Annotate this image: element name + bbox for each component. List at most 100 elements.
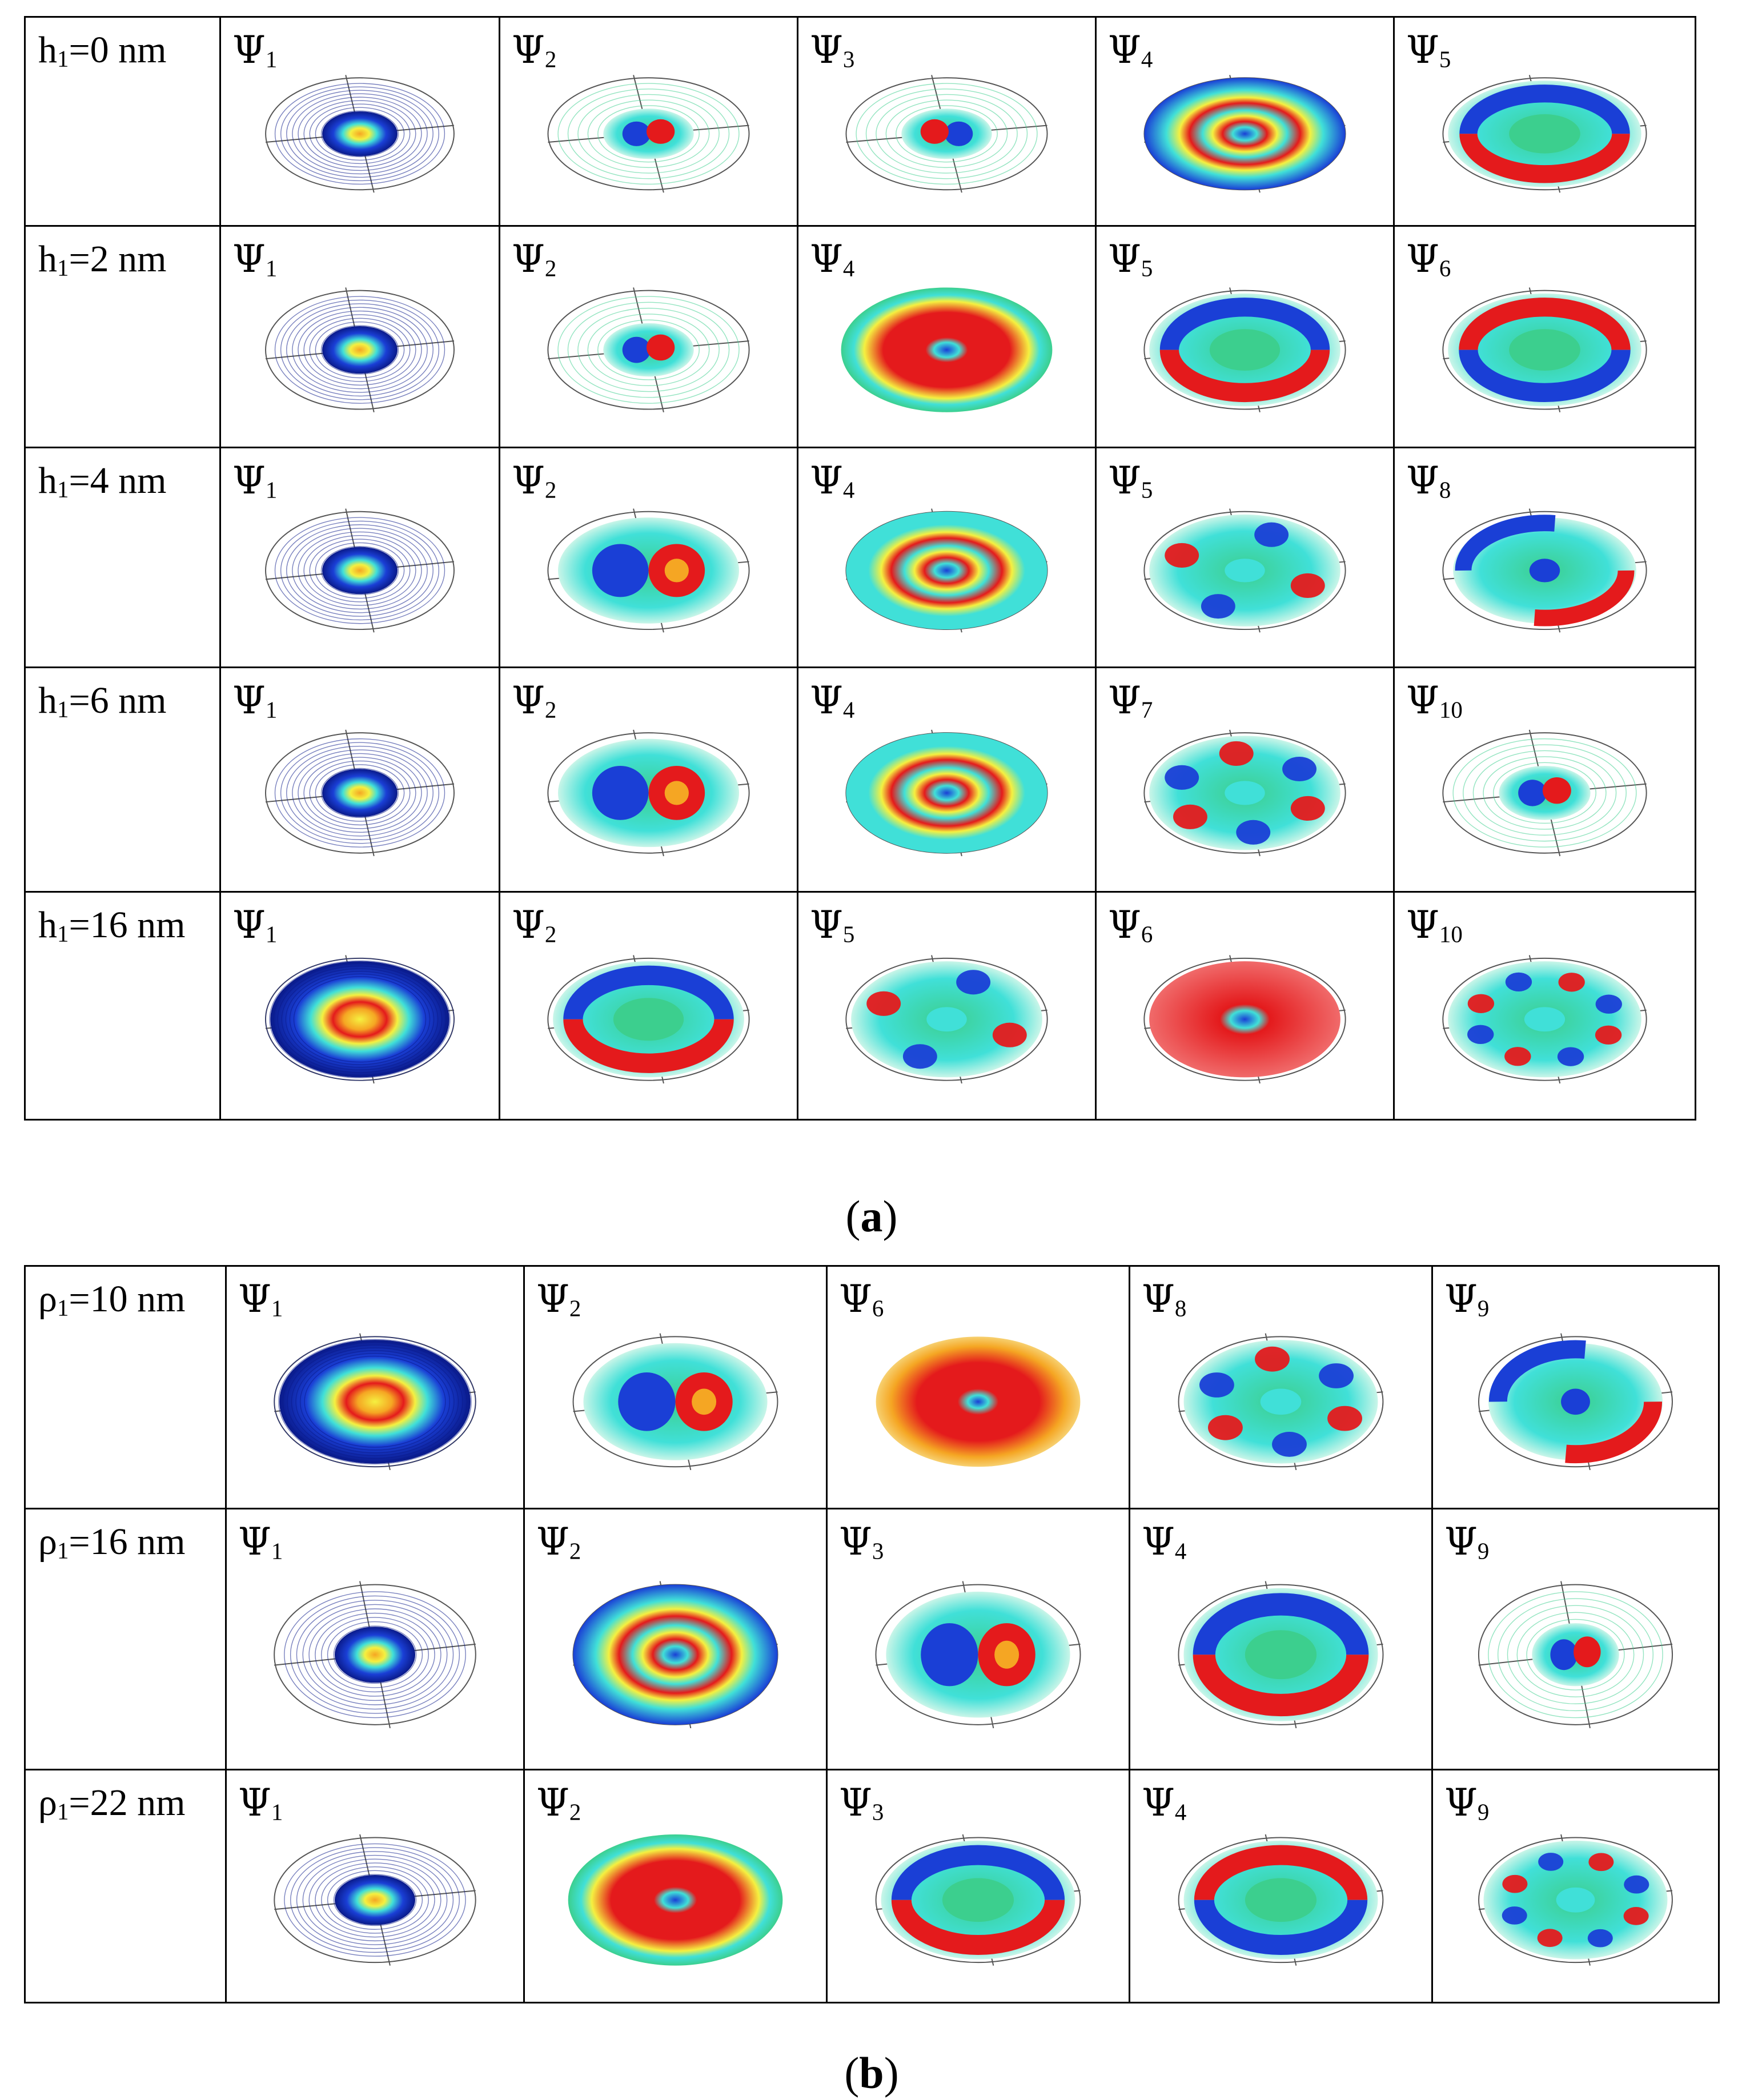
wavefunction-plot: [568, 1834, 783, 1966]
wavefunction-lobe: [646, 119, 675, 144]
psi-label: Ψ9: [1444, 1781, 1490, 1825]
wavefunction-plot: [1143, 729, 1346, 857]
table-row: h1=16 nm Ψ1 Ψ2 Ψ5 Ψ6 Ψ10: [24, 891, 1696, 1121]
contour-lines: [274, 1336, 476, 1467]
row-label: ρ1=10 nm: [24, 1265, 227, 1509]
wavefunction-lobe: [1290, 796, 1325, 821]
wavefunction-plot: [265, 508, 455, 633]
psi-label: Ψ10: [1406, 903, 1463, 947]
wavefunction-cell: Ψ6: [1393, 225, 1696, 448]
row-label: h1=4 nm: [24, 447, 221, 668]
psi-label: Ψ8: [1142, 1277, 1187, 1322]
wavefunction-lobe: [1459, 85, 1630, 135]
contour-lines: [1452, 738, 1637, 848]
wavefunction-cell: Ψ10: [1393, 666, 1696, 893]
wavefunction-lobe: [1504, 1047, 1531, 1066]
psi-label: Ψ5: [1108, 237, 1153, 282]
wavefunction-cell: Ψ5: [797, 891, 1097, 1121]
wavefunction-cell: Ψ10: [1393, 891, 1696, 1121]
wavefunction-cell: Ψ1: [219, 225, 500, 448]
wavefunction-lobe: [563, 1018, 734, 1073]
wavefunction-lobe: [1595, 1025, 1622, 1045]
wavefunction-cell: Ψ9: [1431, 1265, 1720, 1509]
wavefunction-cell: Ψ2: [523, 1265, 828, 1509]
wavefunction-plot: [1178, 1333, 1384, 1471]
row-parameter: h1=6 nm: [38, 680, 167, 722]
wavefunction-plot: [1442, 508, 1647, 633]
row-label: h1=0 nm: [24, 16, 221, 227]
wavefunction-lobe: [1159, 349, 1330, 403]
wavefunction-cell: Ψ3: [826, 1508, 1130, 1770]
wavefunction-lobe: [1455, 515, 1556, 571]
wavefunction-plot: [1178, 1834, 1384, 1966]
wavefunction-plot: [547, 729, 750, 857]
psi-label: Ψ1: [232, 678, 278, 723]
contour-lines: [274, 517, 445, 624]
wavefunction-cell: Ψ9: [1431, 1769, 1720, 2003]
row-label: ρ1=22 nm: [24, 1769, 227, 2003]
row-parameter: ρ1=22 nm: [38, 1782, 186, 1825]
wavefunction-lobe: [1459, 133, 1630, 183]
wavefunction-plot: [876, 1336, 1081, 1467]
wavefunction-lobe: [1623, 1907, 1649, 1925]
wavefunction-lobe: [1255, 1346, 1290, 1372]
wavefunction-cell: Ψ1: [219, 891, 500, 1121]
wavefunction-plot: [875, 1581, 1081, 1729]
psi-label: Ψ2: [536, 1520, 581, 1564]
wavefunction-lobe: [1173, 804, 1207, 829]
panel-b-grid: ρ1=10 nm Ψ1 Ψ2 Ψ6 Ψ8 Ψ9 ρ1=16 nm Ψ1 Ψ2 Ψ3 Ψ4 Ψ9 ρ1=2…: [24, 1265, 1720, 2003]
table-row: ρ1=10 nm Ψ1 Ψ2 Ψ6 Ψ8 Ψ9: [24, 1265, 1720, 1509]
psi-label: Ψ1: [232, 903, 278, 947]
wavefunction-cell: Ψ1: [219, 447, 500, 668]
wavefunction-plot: [845, 729, 1048, 857]
wavefunction-cell: Ψ8: [1393, 447, 1696, 668]
wavefunction-cell: Ψ3: [826, 1769, 1130, 2003]
panel-a-grid: h1=0 nm Ψ1 Ψ2 Ψ3 Ψ4 Ψ5 h1=2 nm Ψ1 Ψ2 Ψ4 Ψ5 Ψ6 h1=4 n…: [24, 16, 1696, 1121]
row-parameter: ρ1=16 nm: [38, 1521, 186, 1564]
wavefunction-lobe: [944, 121, 973, 146]
wavefunction-lobe: [1159, 298, 1330, 351]
psi-label: Ψ2: [536, 1277, 581, 1322]
psi-label: Ψ2: [512, 678, 557, 723]
row-label: h1=16 nm: [24, 891, 221, 1121]
wavefunction-lobe: [1194, 1899, 1368, 1956]
wavefunction-lobe: [1588, 1853, 1614, 1872]
wavefunction-plot: [274, 1333, 476, 1471]
wavefunction-cell: Ψ4: [1129, 1508, 1433, 1770]
wavefunction-lobe: [902, 1044, 937, 1069]
psi-label: Ψ7: [1108, 678, 1153, 723]
table-row: h1=0 nm Ψ1 Ψ2 Ψ3 Ψ4 Ψ5: [24, 16, 1696, 227]
wavefunction-lobe: [1193, 1654, 1369, 1717]
wavefunction-lobe: [1538, 1853, 1564, 1871]
wavefunction-lobe: [921, 1623, 978, 1687]
wavefunction-lobe: [1518, 780, 1547, 806]
wavefunction-lobe: [1459, 349, 1631, 403]
wavefunction-lobe: [1219, 741, 1254, 766]
wavefunction-lobe: [1254, 522, 1289, 547]
wavefunction-cell: Ψ7: [1095, 666, 1395, 893]
panel-b-caption: (b): [844, 2048, 899, 2098]
wavefunction-plot: [265, 729, 455, 857]
wavefunction-cell: Ψ4: [1129, 1769, 1433, 2003]
wavefunction-lobe: [1542, 777, 1571, 804]
wavefunction-plot: [1143, 75, 1346, 193]
wavefunction-cell: Ψ1: [225, 1769, 525, 2003]
wavefunction-plot: [1478, 1834, 1673, 1966]
row-parameter: ρ1=10 nm: [38, 1278, 186, 1321]
wavefunction-cell: Ψ1: [219, 16, 500, 227]
psi-label: Ψ3: [839, 1520, 884, 1564]
wavefunction-cell: Ψ2: [499, 447, 798, 668]
wavefunction-lobe: [1193, 1593, 1369, 1656]
wavefunction-lobe: [992, 1022, 1027, 1047]
wavefunction-plot: [264, 955, 455, 1084]
wavefunction-cell: Ψ6: [826, 1265, 1130, 1509]
wavefunction-plot: [845, 508, 1048, 633]
psi-label: Ψ10: [1406, 678, 1463, 723]
wavefunction-plot: [547, 287, 750, 412]
wavefunction-cell: Ψ2: [499, 225, 798, 448]
psi-label: Ψ1: [232, 28, 278, 73]
wavefunction-plot: [1143, 508, 1346, 633]
psi-label: Ψ3: [810, 28, 855, 73]
wavefunction-lobe: [1557, 1047, 1584, 1066]
wavefunction-plot: [547, 75, 750, 193]
